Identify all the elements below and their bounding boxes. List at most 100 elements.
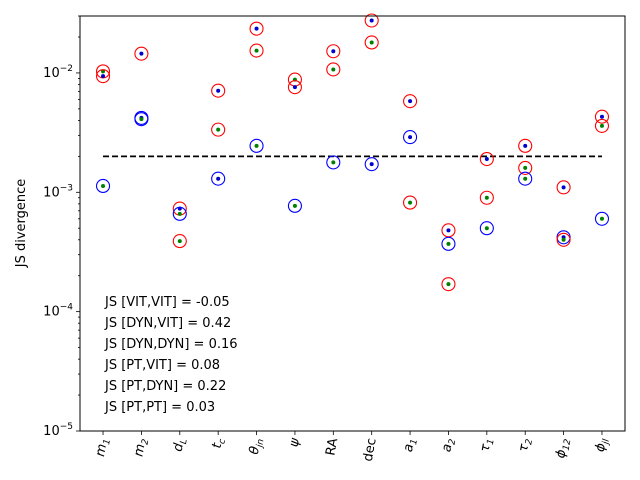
point-dot — [369, 162, 374, 167]
x-tick-label: θjn — [247, 437, 267, 456]
points-layer — [95, 13, 610, 292]
y-tick-label: 10−5 — [43, 422, 73, 439]
x-tick-label: tc — [210, 437, 228, 450]
point-dot — [331, 67, 336, 72]
point-ring — [95, 69, 111, 84]
point-ring — [403, 195, 418, 210]
point-dot — [101, 183, 106, 188]
axes-frame — [79, 15, 626, 432]
point-ring — [172, 206, 187, 221]
x-tick-label: τ1 — [478, 437, 497, 453]
point-dot — [523, 165, 528, 170]
point-dot — [331, 49, 336, 54]
y-axis-ticks: 10−5 10−4 10−3 10−2 — [43, 15, 80, 439]
point-dot — [254, 48, 259, 53]
point-dot — [561, 237, 566, 242]
point-ring — [364, 13, 379, 28]
point-ring — [134, 46, 149, 61]
point-ring — [364, 157, 379, 172]
point-dot — [446, 241, 451, 246]
point-ring — [211, 171, 226, 186]
x-tick-label: ψ — [287, 437, 303, 448]
point-dot — [216, 88, 221, 93]
point-dot — [599, 114, 604, 119]
point-dot — [216, 176, 221, 181]
y-axis-label: JS divergence — [14, 179, 29, 269]
x-tick-label: a1 — [401, 437, 420, 453]
js-annotation: JS [VIT,VIT] = -0.05 — [104, 295, 230, 310]
point-ring — [479, 190, 494, 205]
point-dot — [523, 176, 528, 181]
point-ring — [518, 138, 533, 153]
point-ring — [556, 180, 571, 195]
point-ring — [594, 118, 610, 133]
x-tick-label: τ2 — [516, 437, 535, 454]
point-dot — [139, 51, 144, 56]
x-axis-ticks: m1 m2 dL tc θjn ψ RA dec a1 a2 τ1 τ2 ϕ12 ϕjl — [93, 431, 612, 463]
point-dot — [523, 143, 528, 148]
point-ring — [287, 80, 302, 95]
point-ring — [326, 44, 341, 59]
point-dot — [254, 26, 259, 31]
point-ring — [249, 138, 264, 153]
x-tick-label: ϕ12 — [553, 437, 573, 460]
point-dot — [177, 211, 182, 216]
point-ring — [364, 35, 379, 50]
x-tick-label: ϕjl — [593, 437, 612, 454]
point-dot — [446, 282, 451, 287]
point-ring — [211, 122, 226, 137]
point-ring — [249, 43, 264, 58]
js-annotation: JS [PT,DYN] = 0.22 — [104, 379, 226, 394]
point-dot — [369, 18, 374, 23]
x-tick-label: m1 — [93, 437, 113, 458]
point-dot — [561, 185, 566, 190]
point-ring — [134, 112, 149, 127]
js-annotation: JS [DYN,VIT] = 0.42 — [104, 316, 231, 331]
point-dot — [599, 216, 604, 221]
point-ring — [518, 160, 533, 175]
point-ring — [594, 211, 610, 226]
x-tick-label: a2 — [439, 437, 458, 454]
point-ring — [326, 62, 341, 77]
point-dot — [408, 200, 413, 205]
point-ring — [172, 234, 187, 249]
point-ring — [287, 198, 302, 213]
point-dot — [292, 203, 297, 208]
point-dot — [216, 127, 221, 132]
point-dot — [331, 160, 336, 165]
point-dot — [139, 117, 144, 122]
point-ring — [441, 277, 456, 292]
point-dot — [484, 195, 489, 200]
point-ring — [479, 151, 494, 167]
point-ring — [403, 130, 418, 145]
point-dot — [599, 123, 604, 128]
point-ring — [211, 83, 226, 98]
js-annotation: JS [DYN,DYN] = 0.16 — [104, 337, 238, 352]
js-annotation: JS [PT,VIT] = 0.08 — [104, 358, 220, 373]
point-ring — [403, 94, 418, 109]
y-tick-label: 10−4 — [43, 303, 73, 320]
annotations: JS [VIT,VIT] = -0.05 JS [DYN,VIT] = 0.42 J… — [104, 295, 238, 415]
point-dot — [369, 40, 374, 45]
point-dot — [292, 85, 297, 90]
point-dot — [408, 135, 413, 140]
y-tick-label: 10−2 — [43, 64, 73, 81]
point-dot — [484, 157, 489, 162]
point-dot — [101, 74, 106, 79]
point-dot — [484, 226, 489, 231]
point-ring — [326, 155, 341, 170]
point-ring — [518, 171, 533, 186]
point-dot — [254, 143, 259, 148]
x-tick-label: RA — [323, 437, 341, 457]
point-ring — [556, 232, 571, 247]
point-dot — [177, 239, 182, 244]
point-ring — [95, 178, 111, 194]
js-annotation: JS [PT,PT] = 0.03 — [104, 400, 215, 415]
point-ring — [249, 21, 264, 36]
point-ring — [441, 236, 456, 251]
point-ring — [594, 109, 610, 124]
y-tick-label: 10−3 — [43, 183, 73, 200]
x-tick-label: dL — [171, 437, 190, 453]
x-tick-label: dec — [361, 437, 380, 463]
